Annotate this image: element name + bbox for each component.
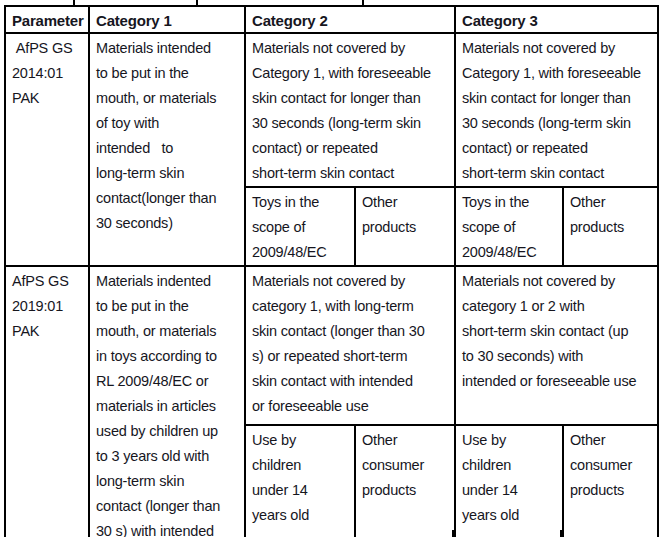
category3-subcell-other-2019: Other consumer products [563, 425, 658, 537]
header-row: Parameter Category 1 Category 2 Category… [5, 6, 658, 33]
header-cell-parameter: Parameter [5, 6, 89, 33]
row-2014-main: AfPS GS 2014:01 PAK Materials intended t… [5, 33, 658, 187]
category2-subcell-other-2019: Other consumer products [355, 425, 455, 537]
category3-desc-cell-2014: Materials not covered by Category 1, wit… [455, 33, 658, 187]
parameter-categories-table: Parameter Category 1 Category 2 Category… [4, 5, 659, 537]
parameter-cell-2014: AfPS GS 2014:01 PAK [5, 33, 89, 266]
category2-subcell-toys-2014: Toys in the scope of 2009/48/EC [245, 187, 355, 266]
category3-subcell-toys-2014: Toys in the scope of 2009/48/EC [455, 187, 563, 266]
category3-subcell-other-2014: Other products [563, 187, 658, 266]
row-2019-main: AfPS GS 2019:01 PAK Materials indented t… [5, 266, 658, 425]
parameter-cell-2019: AfPS GS 2019:01 PAK [5, 266, 89, 537]
cropped-gridline-tick [452, 530, 454, 537]
header-cell-category1: Category 1 [89, 6, 245, 33]
cropped-gridline-tick [560, 530, 562, 537]
category2-desc-cell-2014: Materials not covered by Category 1, wit… [245, 33, 455, 187]
header-cell-category2: Category 2 [245, 6, 455, 33]
category2-subcell-children-2019: Use by children under 14 years old [245, 425, 355, 537]
category2-subcell-other-2014: Other products [355, 187, 455, 266]
category1-cell-2014: Materials intended to be put in the mout… [89, 33, 245, 266]
parameter-categories-table-wrap: Parameter Category 1 Category 2 Category… [4, 5, 659, 537]
document-page: { "table": { "header": { "parameter": "P… [0, 0, 660, 537]
header-cell-category3: Category 3 [455, 6, 658, 33]
category1-cell-2019: Materials indented to be put in the mout… [89, 266, 245, 537]
category3-subcell-children-2019: Use by children under 14 years old [455, 425, 563, 537]
category2-desc-cell-2019: Materials not covered by category 1, wit… [245, 266, 455, 425]
category3-desc-cell-2019: Materials not covered by category 1 or 2… [455, 266, 658, 425]
